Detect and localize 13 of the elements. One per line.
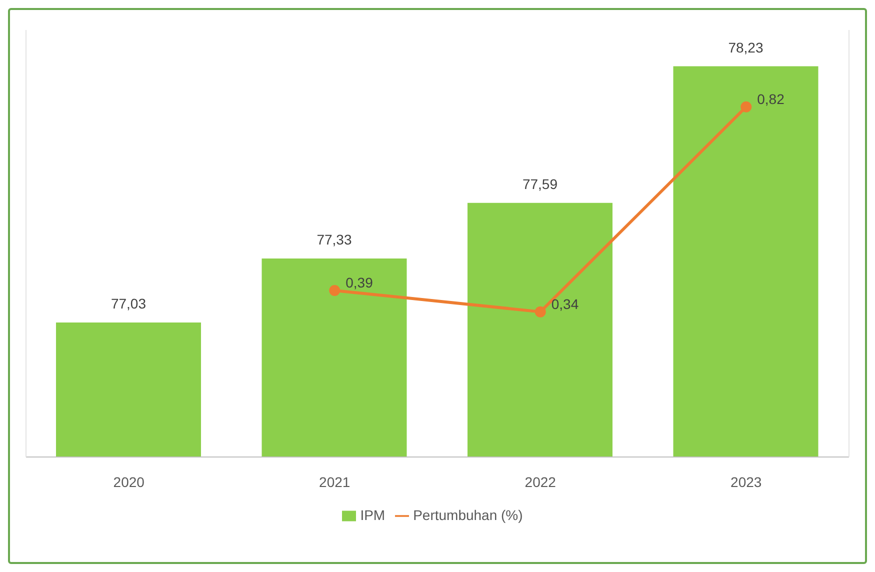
data-label: 77,03 [110,295,146,312]
data-label: 0,82 [757,90,785,107]
x-tick-label: 2022 [524,474,556,490]
data-label: 77,33 [316,231,352,248]
x-tick-label: 2021 [319,474,350,490]
legend-label: Pertumbuhan (%) [413,507,523,523]
data-label: 0,34 [551,296,579,312]
data-label: 0,39 [346,274,374,290]
data-label: 77,59 [522,176,558,192]
x-tick-label: 2020 [113,474,145,490]
data-label: 78,23 [728,39,764,56]
legend-label: IPM [360,507,386,523]
x-tick-label: 2023 [730,474,762,490]
